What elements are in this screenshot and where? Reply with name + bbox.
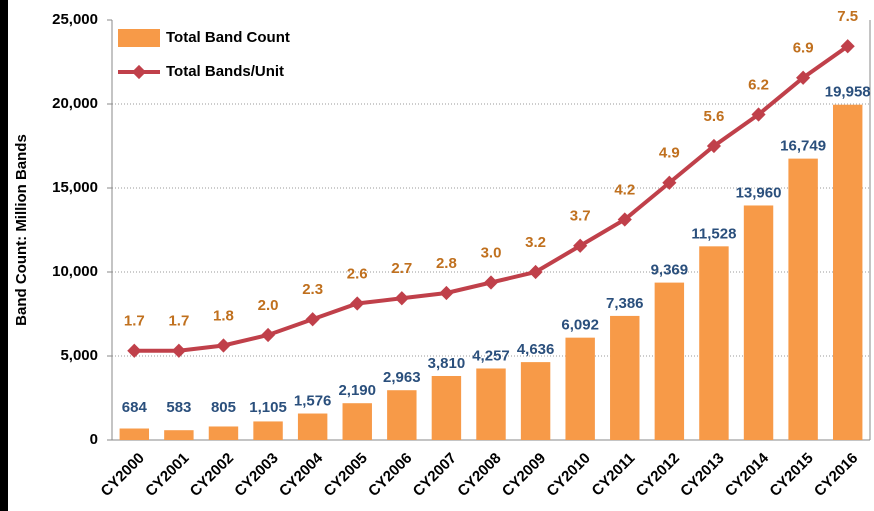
- y-tick-label: 5,000: [60, 347, 98, 364]
- bar: [520, 362, 551, 440]
- x-tick-label: CY2004: [276, 449, 327, 500]
- y-tick-label: 15,000: [52, 179, 98, 196]
- bar-value-label: 583: [166, 399, 191, 416]
- line-value-label: 3.0: [481, 244, 502, 261]
- bar: [476, 368, 506, 440]
- line-value-label: 1.8: [213, 307, 234, 324]
- bar-value-label: 805: [211, 399, 236, 416]
- line-value-label: 6.9: [793, 40, 814, 57]
- bar: [119, 428, 150, 440]
- line-value-label: 2.8: [436, 255, 457, 272]
- line-marker: [796, 70, 811, 85]
- x-tick-label: CY2005: [321, 450, 371, 500]
- line-marker: [439, 285, 454, 301]
- bar-value-label: 2,963: [383, 369, 421, 386]
- x-tick-label: CY2013: [677, 450, 727, 500]
- x-tick-label: CY2008: [454, 450, 504, 500]
- bar: [164, 430, 194, 440]
- bar-value-label: 11,528: [691, 225, 736, 242]
- legend-swatch: [118, 29, 160, 47]
- line-marker: [305, 312, 320, 327]
- y-tick-label: 20,000: [52, 95, 98, 112]
- bar: [342, 403, 372, 440]
- line-value-label: 7.5: [837, 8, 858, 25]
- line-marker: [260, 327, 276, 343]
- line-value-label: 2.6: [347, 265, 368, 282]
- bar: [654, 282, 685, 440]
- bar: [208, 426, 239, 440]
- legend-label: Total Band Count: [166, 29, 290, 46]
- bar-value-label: 4,257: [472, 347, 510, 364]
- bar-value-label: 19,958: [825, 84, 871, 101]
- bar-value-label: 13,960: [736, 184, 782, 201]
- bar: [699, 246, 729, 440]
- x-tick-label: CY2003: [231, 450, 281, 500]
- x-tick-label: CY2009: [499, 450, 549, 500]
- y-tick-label: 0: [90, 431, 98, 448]
- line-value-label: 5.6: [704, 108, 725, 125]
- left-edge: [0, 0, 8, 511]
- y-tick-label: 25,000: [52, 11, 98, 28]
- line-value-label: 1.7: [168, 313, 189, 330]
- legend-label: Total Bands/Unit: [166, 63, 284, 80]
- x-tick-label: CY2015: [766, 450, 816, 500]
- bar: [788, 158, 818, 440]
- bar-value-label: 6,092: [561, 317, 599, 334]
- bar: [297, 413, 328, 440]
- bar-value-label: 684: [122, 399, 148, 416]
- bar-value-label: 4,636: [517, 341, 555, 358]
- x-tick-label: CY2010: [543, 450, 593, 500]
- line-marker: [528, 264, 543, 280]
- line-value-label: 3.7: [570, 208, 591, 225]
- line-marker: [171, 343, 186, 358]
- line-marker: [573, 238, 588, 253]
- line-marker: [706, 138, 722, 154]
- line-marker: [127, 343, 142, 358]
- x-tick-label: CY2011: [589, 450, 639, 500]
- line-marker: [617, 212, 632, 227]
- line-value-label: 2.0: [258, 297, 279, 314]
- line-value-label: 6.2: [748, 76, 769, 93]
- bar: [253, 421, 283, 440]
- line-value-label: 2.7: [391, 260, 412, 277]
- y-tick-label: 10,000: [52, 263, 98, 280]
- x-tick-label: CY2014: [722, 449, 773, 500]
- bar-value-label: 7,386: [606, 295, 644, 312]
- bar: [832, 104, 863, 440]
- bar: [387, 390, 417, 440]
- line-marker: [483, 275, 499, 290]
- bar-value-label: 2,190: [338, 382, 376, 399]
- bar-value-label: 1,105: [249, 399, 287, 416]
- line-marker: [751, 107, 766, 122]
- line-marker: [350, 296, 365, 311]
- line-value-label: 2.3: [302, 281, 323, 298]
- line-value-label: 1.7: [124, 313, 145, 330]
- x-tick-label: CY2007: [410, 450, 460, 500]
- x-tick-label: CY2006: [365, 450, 415, 500]
- x-tick-label: CY2002: [187, 450, 237, 500]
- bar: [743, 205, 774, 440]
- x-tick-label: CY2001: [142, 450, 192, 500]
- line-value-label: 4.2: [614, 181, 635, 198]
- bar-value-label: 3,810: [428, 355, 466, 372]
- bar-value-label: 16,749: [780, 138, 826, 155]
- line-marker: [840, 39, 855, 54]
- bar-value-label: 9,369: [651, 262, 689, 279]
- line-marker: [662, 175, 677, 190]
- line-value-label: 3.2: [525, 234, 546, 251]
- line-value-label: 4.9: [659, 145, 680, 162]
- bar: [565, 337, 595, 440]
- line-marker: [394, 291, 409, 306]
- x-tick-label: CY2016: [811, 450, 861, 500]
- x-tick-label: CY2012: [633, 450, 683, 500]
- x-tick-label: CY2000: [98, 450, 148, 500]
- bar-value-label: 1,576: [294, 392, 332, 409]
- bar: [610, 315, 640, 440]
- y-axis-label: Band Count: Million Bands: [13, 134, 30, 326]
- bar: [431, 375, 462, 440]
- legend-swatch-marker: [131, 64, 147, 80]
- line-marker: [216, 338, 231, 353]
